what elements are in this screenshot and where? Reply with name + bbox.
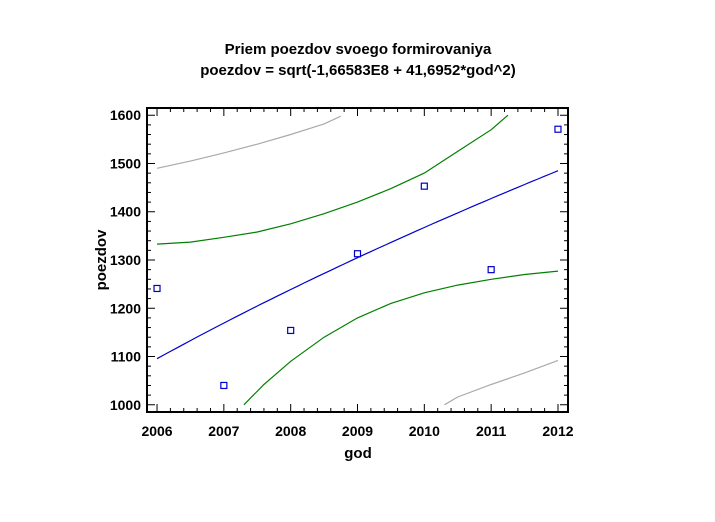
axis-ticks [147, 108, 568, 412]
data-point [353, 250, 362, 258]
y-tick-label: 1400 [110, 204, 141, 220]
prediction-lower-line [444, 359, 559, 406]
y-tick-label: 1000 [110, 397, 141, 413]
data-point [554, 125, 562, 133]
y-tick-label: 1600 [110, 107, 141, 123]
data-point [153, 284, 161, 293]
x-tick-label: 2008 [275, 423, 306, 439]
y-tick-label: 1100 [111, 349, 142, 365]
x-tick-label: 2010 [409, 423, 440, 439]
y-tick-label: 1200 [110, 300, 141, 316]
prediction-upper-line [156, 115, 342, 169]
x-tick-label: 2012 [542, 423, 573, 439]
data-point [220, 381, 228, 390]
x-tick-label: 2011 [476, 423, 507, 439]
x-tick-label: 2009 [342, 423, 373, 439]
chart-title: Priem poezdov svoego formirovaniya [225, 41, 492, 58]
data-points [153, 125, 562, 390]
y-axis-label: poezdov [93, 229, 110, 290]
x-axis-label: god [344, 445, 372, 462]
data-point [420, 182, 428, 190]
confidence-lower-line [243, 270, 559, 406]
data-point [487, 266, 495, 274]
y-tick-label: 1500 [110, 155, 141, 171]
series-lines [156, 114, 559, 406]
y-tick-label: 1300 [110, 252, 141, 268]
chart-subtitle: poezdov = sqrt(-1,66583E8 + 41,6952*god^… [200, 62, 516, 79]
y-axis-tick-labels: 1000 1100 1200 1300 1400 1500 1600 [110, 107, 141, 413]
plot-frame [146, 107, 569, 413]
x-tick-label: 2007 [208, 423, 239, 439]
confidence-upper-line [156, 114, 509, 245]
x-tick-label: 2006 [141, 423, 172, 439]
fit-line [156, 170, 559, 360]
x-axis-tick-labels: 2006 2007 2008 2009 2010 2011 2012 [141, 423, 573, 439]
data-point [287, 326, 295, 335]
